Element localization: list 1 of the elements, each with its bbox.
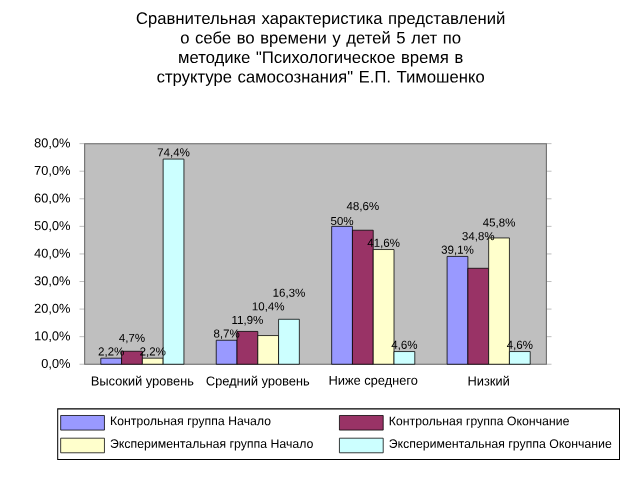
chart-title: Сравнительная характеристика представлений о себе во времени у детей 5 лет по методике "Психологическое время в структуре самосознания" Е.П. Тимошенко: [136, 11, 505, 86]
